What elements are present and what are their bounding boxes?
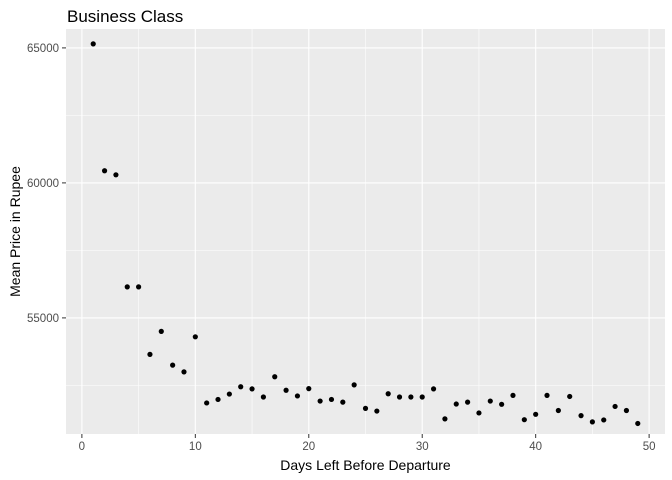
x-tick-label: 40 bbox=[529, 441, 542, 453]
data-point bbox=[544, 392, 550, 398]
data-point bbox=[351, 382, 357, 388]
minor-gridlines bbox=[66, 29, 665, 434]
data-point bbox=[555, 407, 561, 414]
data-point bbox=[192, 334, 198, 340]
major-gridlines bbox=[66, 29, 665, 434]
x-axis: 0 10 20 30 40 50 bbox=[79, 434, 656, 453]
data-point bbox=[635, 420, 641, 427]
data-point bbox=[272, 374, 278, 380]
x-tick-label: 10 bbox=[189, 441, 202, 453]
data-point bbox=[90, 41, 96, 47]
data-point bbox=[226, 391, 232, 397]
y-axis: 55000 60000 65000 bbox=[27, 43, 66, 325]
data-point bbox=[419, 394, 425, 400]
y-tick-label: 65000 bbox=[27, 43, 59, 55]
data-point bbox=[521, 417, 527, 423]
data-point bbox=[260, 394, 266, 400]
data-point bbox=[374, 408, 380, 414]
y-tick-label: 60000 bbox=[27, 178, 59, 190]
data-point bbox=[465, 399, 471, 405]
data-point bbox=[101, 168, 108, 174]
data-point bbox=[385, 391, 391, 397]
data-point bbox=[170, 362, 176, 368]
data-point bbox=[340, 399, 346, 405]
data-point bbox=[430, 386, 437, 392]
data-point bbox=[238, 384, 244, 390]
y-tick-label: 55000 bbox=[27, 313, 59, 325]
data-point bbox=[396, 394, 403, 400]
data-point bbox=[487, 398, 493, 404]
data-point bbox=[442, 416, 448, 422]
data-point bbox=[306, 386, 312, 392]
data-point bbox=[623, 407, 630, 414]
x-tick-label: 0 bbox=[79, 441, 85, 453]
data-point bbox=[362, 405, 369, 411]
data-point bbox=[249, 386, 255, 392]
y-axis-title: Mean Price in Rupee bbox=[7, 166, 23, 297]
data-point bbox=[124, 284, 130, 290]
data-point bbox=[408, 394, 414, 400]
data-point bbox=[533, 411, 539, 417]
data-point bbox=[317, 398, 323, 404]
data-point bbox=[283, 387, 289, 393]
data-point bbox=[294, 393, 301, 399]
data-points bbox=[90, 41, 641, 427]
data-point bbox=[453, 401, 459, 407]
data-point bbox=[510, 392, 516, 398]
x-axis-title: Days Left Before Departure bbox=[280, 457, 451, 473]
data-point bbox=[136, 284, 142, 290]
data-point bbox=[328, 396, 335, 403]
data-point bbox=[601, 417, 607, 423]
data-point bbox=[113, 172, 119, 178]
chart-title: Business Class bbox=[67, 7, 183, 26]
data-point bbox=[215, 396, 221, 403]
data-point bbox=[567, 393, 573, 400]
data-point bbox=[612, 403, 618, 410]
data-point bbox=[158, 328, 164, 334]
x-tick-label: 30 bbox=[416, 441, 429, 453]
x-tick-label: 20 bbox=[302, 441, 315, 453]
data-point bbox=[589, 419, 595, 425]
x-tick-label: 50 bbox=[643, 441, 656, 453]
data-point bbox=[147, 351, 153, 357]
data-point bbox=[578, 413, 584, 419]
data-point bbox=[181, 369, 187, 375]
data-point bbox=[204, 400, 210, 406]
data-point bbox=[499, 401, 505, 407]
data-point bbox=[476, 410, 482, 416]
